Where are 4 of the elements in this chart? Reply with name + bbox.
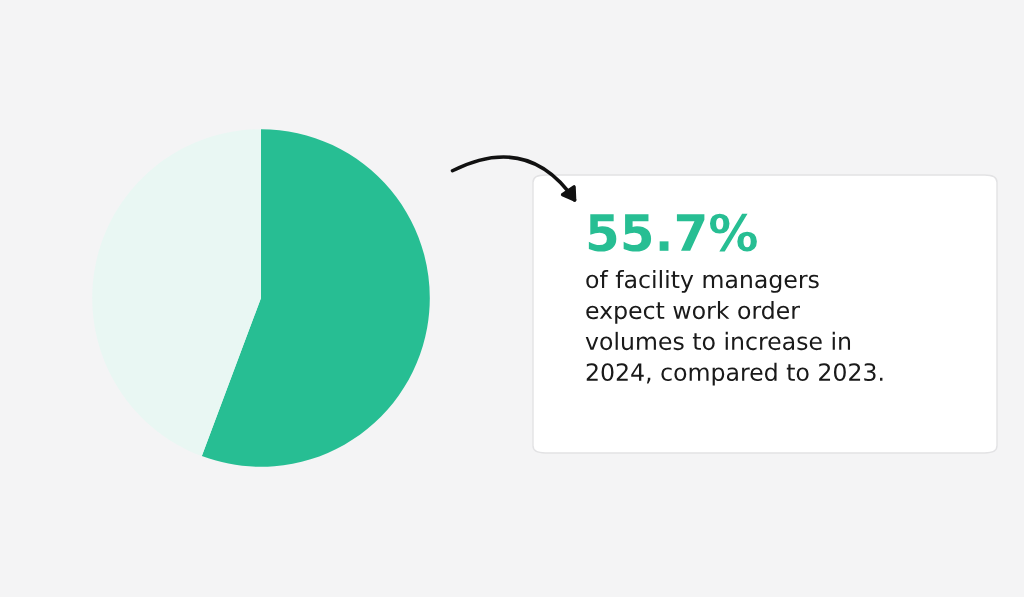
data-label: 55.7% (588, 213, 757, 252)
pie-slice (201, 129, 430, 467)
pie-slice (92, 129, 261, 457)
text: of facility managers expect work order volumes to increase in 2024, compared to 2023. (585, 270, 883, 386)
